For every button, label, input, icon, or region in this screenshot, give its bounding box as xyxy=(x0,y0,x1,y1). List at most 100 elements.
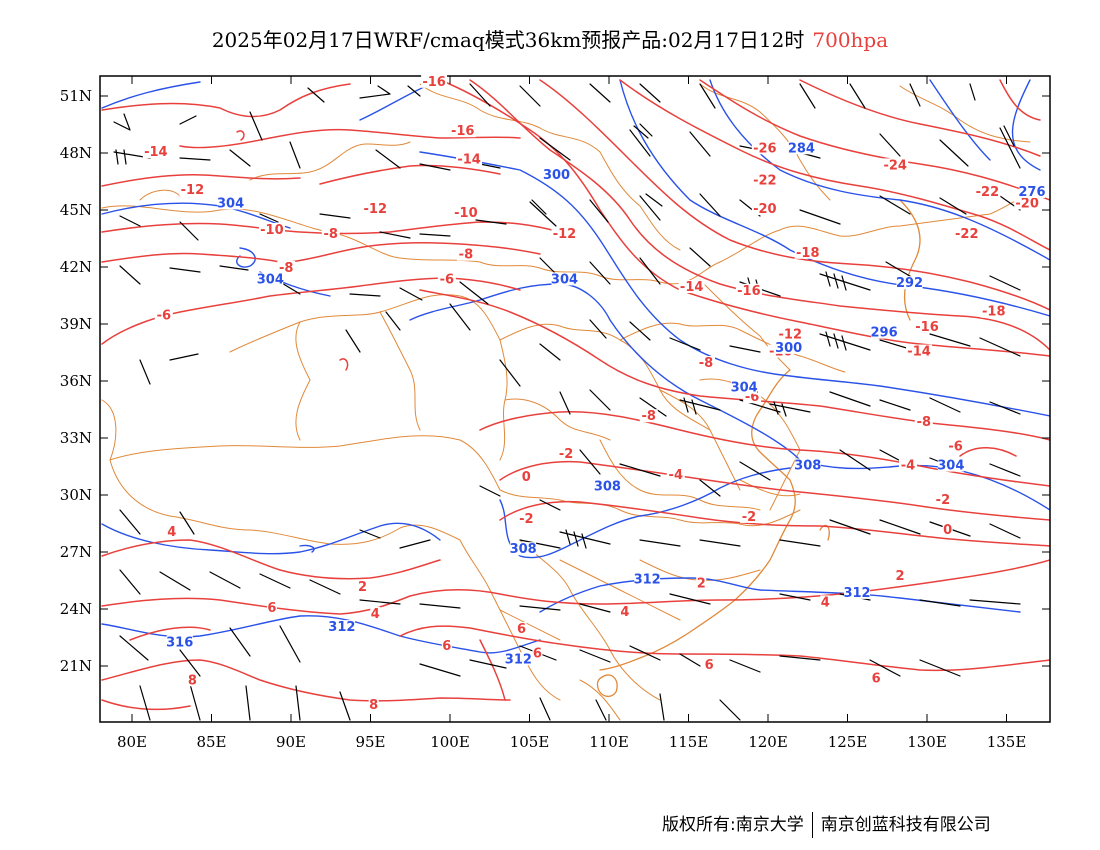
map-title: 2025年02月17日WRF/cmaq模式36km预报产品:02月17日12时 7… xyxy=(0,24,1100,53)
contour-label-bg xyxy=(321,226,340,240)
lon-label: 85E xyxy=(196,733,226,751)
temperature-label: 0 xyxy=(522,470,531,485)
lon-label: 110E xyxy=(589,733,629,751)
lon-label: 80E xyxy=(117,733,147,751)
contour-label-bg xyxy=(696,576,707,590)
temperature-label: -10 xyxy=(260,223,284,238)
contour-label-bg xyxy=(666,468,685,482)
height-label: 304 xyxy=(937,459,964,474)
contour-label-bg xyxy=(794,245,821,259)
temperature-label: -2 xyxy=(742,510,756,525)
contour-label-bg xyxy=(739,509,758,523)
contour-label-bg xyxy=(187,673,198,687)
temperature-label: -12 xyxy=(181,183,205,198)
temperature-label: -14 xyxy=(680,280,704,295)
height-label: 312 xyxy=(505,652,532,667)
height-label: 296 xyxy=(870,326,897,341)
temperature-label: -24 xyxy=(883,158,907,173)
contour-label-bg xyxy=(933,492,952,506)
temperature-label: 8 xyxy=(369,698,378,713)
height-label: 284 xyxy=(788,141,815,156)
contour-label-bg xyxy=(266,601,277,615)
contour-label-bg xyxy=(634,572,661,586)
latitude-labels: 51N 48N 45N 42N 39N 36N 33N 30N 27N 24N 21N xyxy=(60,87,92,675)
temperature-label: 6 xyxy=(517,622,526,637)
temperature-label: 6 xyxy=(705,658,714,673)
contour-label-bg xyxy=(619,604,630,618)
contour-label-bg xyxy=(328,620,355,634)
contour-label-bg xyxy=(906,344,933,358)
contour-label-bg xyxy=(937,458,964,472)
contour-label-bg xyxy=(516,622,527,635)
temperature-label: 4 xyxy=(371,607,380,622)
plot-frame xyxy=(99,75,1051,723)
temperature-label: 4 xyxy=(167,525,176,540)
contour-label-bg xyxy=(357,580,368,594)
height-label: 312 xyxy=(843,586,870,601)
lon-label: 105E xyxy=(510,733,550,751)
temperature-label: -4 xyxy=(669,468,683,483)
temperature-label: -22 xyxy=(976,185,1000,200)
contour-label-bg xyxy=(775,340,802,354)
contour-label-bg xyxy=(532,646,543,660)
contour-label-bg xyxy=(154,308,173,322)
temperature-label: -2 xyxy=(519,512,533,527)
temperature-label: -18 xyxy=(796,246,820,261)
contour-label-bg xyxy=(551,226,578,240)
temperature-label: -14 xyxy=(457,153,481,168)
temperature-label: -20 xyxy=(753,202,777,217)
temperature-label: 6 xyxy=(442,639,451,654)
contour-label-bg xyxy=(277,261,296,274)
contour-label-bg xyxy=(639,409,658,423)
contour-label-bg xyxy=(505,652,532,666)
contour-label-bg xyxy=(258,223,285,236)
wind-barbs xyxy=(113,83,1021,721)
contour-label-bg xyxy=(456,152,483,166)
contour-label-bg xyxy=(896,276,923,290)
temperature-label: -2 xyxy=(559,447,573,462)
contour-label-bg xyxy=(1014,196,1041,210)
title-main: 2025年02月17日WRF/cmaq模式36km预报产品:02月17日12时 xyxy=(211,28,805,52)
temperature-label: -6 xyxy=(440,272,454,287)
coastline xyxy=(596,199,921,698)
height-label: 308 xyxy=(794,459,821,474)
temperature-label: -16 xyxy=(451,124,475,139)
temperature-label: 2 xyxy=(895,569,904,584)
temperature-label: -14 xyxy=(907,345,931,360)
temperature-label: -12 xyxy=(779,328,803,343)
contour-label-bg xyxy=(678,280,705,293)
contour-label-bg xyxy=(437,272,456,286)
contour-label-bg xyxy=(696,356,715,369)
contour-label-bg xyxy=(942,523,953,537)
contour-label-bg xyxy=(257,272,284,286)
contour-label-bg xyxy=(1018,185,1045,198)
height-label: 308 xyxy=(594,480,621,495)
lat-label: 51N xyxy=(60,87,92,105)
temperature-label: -2 xyxy=(936,493,950,508)
temperature-label: -20 xyxy=(1015,196,1039,211)
temperature-label: -12 xyxy=(553,227,577,242)
temperature-label: 8 xyxy=(188,673,197,688)
contour-label-bg xyxy=(946,439,965,453)
contour-label-bg xyxy=(452,205,479,219)
contour-label-bg xyxy=(953,226,980,240)
title-level: 700hpa xyxy=(812,28,889,52)
copyright-owner: 版权所有:南京大学 xyxy=(662,815,804,835)
admin-borders xyxy=(101,83,1041,721)
temperature-labels: -16-16-14-14-12-12 -10-10 -8-8-8-6-6-12-26… xyxy=(142,74,1041,713)
temperature-label: 4 xyxy=(620,605,629,620)
lon-label: 125E xyxy=(828,733,868,751)
contour-label-bg xyxy=(882,158,909,172)
height-label: 308 xyxy=(510,542,537,557)
contour-label-bg xyxy=(441,639,452,653)
contour-label-bg xyxy=(362,202,389,216)
height-label: 300 xyxy=(543,168,570,183)
contour-label-bg xyxy=(980,304,1007,318)
temperature-label: -8 xyxy=(642,409,656,424)
contour-label-bg xyxy=(557,447,576,461)
copyright-footer: 版权所有:南京大学 南京创蓝科技有限公司 xyxy=(662,810,991,838)
lat-label: 48N xyxy=(60,144,92,162)
contour-label-bg xyxy=(894,568,905,582)
temperature-label: -22 xyxy=(955,227,979,242)
lat-label: 33N xyxy=(60,429,92,447)
